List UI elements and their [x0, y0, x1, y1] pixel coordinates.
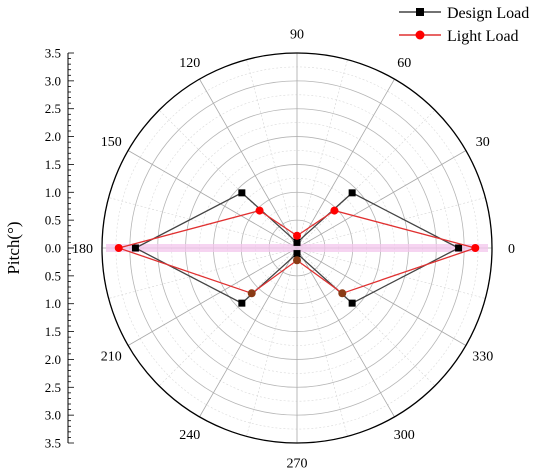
- data-point-square: [131, 244, 139, 252]
- minor-grid-spoke: [296, 59, 348, 249]
- data-point-circle: [293, 256, 301, 265]
- series-layer: [114, 189, 480, 307]
- minor-grid-spoke: [158, 109, 298, 249]
- angle-label-270: 270: [287, 457, 308, 468]
- radial-tick-label: 2.5: [45, 380, 61, 395]
- data-point-square: [293, 238, 301, 246]
- legend-item-design-load: Design Load: [399, 5, 529, 22]
- grid-spoke: [199, 247, 298, 418]
- data-point-square: [238, 189, 246, 197]
- minor-grid-spoke: [296, 109, 436, 249]
- data-point-circle: [255, 206, 264, 215]
- series-light-load: [114, 206, 480, 298]
- radial-tick-label: 3.5: [45, 436, 61, 451]
- grid-spoke: [199, 78, 298, 249]
- data-point-circle: [114, 244, 123, 252]
- zero-angle-highlight: [106, 244, 488, 252]
- minor-grid-spoke: [296, 197, 486, 249]
- angle-label-60: 60: [397, 56, 411, 71]
- minor-grid-spoke: [246, 247, 298, 437]
- radial-tick-label: 2.5: [45, 101, 61, 116]
- legend-marker: [415, 30, 425, 40]
- radial-tick-label: 0.0: [45, 241, 61, 256]
- legend: Design Load Light Load: [399, 5, 529, 45]
- angle-label-240: 240: [179, 428, 200, 443]
- radial-tick-label: 3.5: [45, 46, 61, 61]
- radial-tick-label: 2.0: [45, 129, 61, 144]
- radial-tick-label: 1.5: [45, 324, 61, 339]
- angle-label-300: 300: [394, 428, 415, 443]
- angle-label-330: 330: [472, 349, 493, 364]
- grid-spoke: [127, 150, 298, 249]
- radial-tick-label: 1.5: [45, 157, 61, 172]
- radial-tick-label: 1.0: [45, 185, 61, 200]
- data-point-circle: [330, 206, 339, 215]
- minor-grid-spoke: [296, 247, 486, 299]
- data-point-circle: [338, 289, 347, 298]
- grid-spoke: [127, 247, 298, 346]
- minor-grid-spoke: [108, 197, 298, 249]
- legend-label: Light Load: [447, 28, 519, 45]
- minor-grid-spoke: [296, 247, 436, 387]
- minor-grid-spoke: [246, 59, 298, 249]
- data-point-square: [348, 189, 356, 197]
- data-point-square: [293, 250, 301, 258]
- radial-tick-label: 3.0: [45, 73, 61, 88]
- radial-tick-label: 2.0: [45, 352, 61, 367]
- angle-label-180: 180: [72, 242, 93, 257]
- data-point-circle: [247, 289, 256, 298]
- grid-spoke: [296, 247, 467, 346]
- radial-axis-title: Pitch(°): [4, 221, 23, 274]
- outer-ring: [101, 52, 493, 444]
- grid-spoke: [296, 78, 395, 249]
- highlight-band: [106, 244, 488, 252]
- radial-tick-label: 0.5: [45, 268, 61, 283]
- data-point-square: [238, 299, 246, 307]
- minor-grid-spoke: [108, 247, 298, 299]
- data-point-circle: [293, 231, 301, 240]
- angle-label-90: 90: [290, 28, 304, 43]
- legend-label: Design Load: [447, 5, 529, 22]
- data-point-circle: [471, 244, 480, 252]
- legend-item-light-load: Light Load: [399, 28, 519, 45]
- grid-spoke: [296, 150, 467, 249]
- angle-label-0: 0: [508, 242, 515, 257]
- angle-label-30: 30: [476, 135, 490, 150]
- angle-label-120: 120: [179, 56, 200, 71]
- radial-axis: 0.0 0.5 0.5 1.0 1.0 1.5 1.5 2.0 2.0 2.5 2.5 3.0 3.0 3…: [4, 46, 74, 451]
- angle-tick-labels: 0 30 60 90 120 150 180 210 240 270 300 330: [72, 28, 515, 468]
- angle-label-210: 210: [101, 349, 122, 364]
- data-point-square: [348, 299, 356, 307]
- radial-tick-label: 1.0: [45, 296, 61, 311]
- radial-tick-label: 3.0: [45, 408, 61, 423]
- minor-grid-spoke: [158, 247, 298, 387]
- data-point-square: [455, 244, 463, 252]
- legend-marker: [416, 8, 424, 16]
- radial-tick-label: 0.5: [45, 213, 61, 228]
- grid-spoke: [296, 247, 395, 418]
- minor-grid-spoke: [296, 247, 348, 437]
- angle-label-150: 150: [101, 135, 122, 150]
